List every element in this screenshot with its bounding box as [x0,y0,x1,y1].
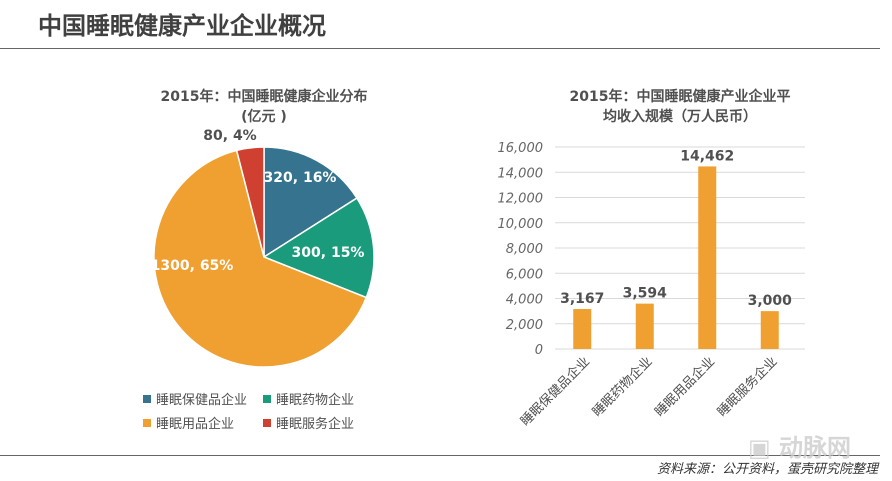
y-tick-label: 10,000 [498,217,544,232]
pie-data-label: 80, 4% [203,128,256,144]
bar-data-label: 14,462 [680,148,734,164]
pie-slice [263,146,358,259]
pie-data-label: 1300, 65% [151,258,234,274]
watermark-logo: ▣ 动脉网 [748,434,852,462]
pie-data-label: 300, 15% [292,245,365,261]
pie-slice [235,146,265,258]
legend-swatch [143,419,151,427]
bar-data-label: 3,000 [748,293,793,309]
legend-swatch [263,395,271,403]
x-tick-label: 睡眠用品企业 [652,354,718,420]
y-tick-label: 12,000 [498,192,544,207]
y-tick-label: 14,000 [498,166,544,181]
title-divider [0,48,880,49]
bar-title: 2015年：中国睡眠健康产业企业平 [570,88,791,105]
y-tick-label: 16,000 [498,141,544,156]
bar-data-label: 3,167 [560,291,604,307]
x-tick-label: 睡眠服务企业 [714,354,780,420]
bar [698,166,717,349]
legend-swatch [143,395,151,403]
y-tick-label: 6,000 [506,267,543,282]
bar [573,309,592,349]
bar [635,303,654,349]
pie-subtitle: (亿元 ) [241,108,287,125]
legend-label: 睡眠药物企业 [276,392,354,408]
x-tick-label: 睡眠药物企业 [589,354,655,420]
page-title: 中国睡眠健康产业企业概况 [38,12,326,40]
footer-divider [0,455,880,456]
x-tick-label: 睡眠保健品企业 [517,354,593,430]
bar-data-label: 3,594 [623,286,668,302]
pie-slice [262,197,375,299]
source-note: 资料来源：公开资料，蛋壳研究院整理 [656,462,878,477]
y-tick-label: 0 [535,343,543,358]
y-tick-label: 4,000 [506,293,543,308]
y-tick-label: 2,000 [506,318,543,333]
legend-swatch [263,419,271,427]
pie-title: 2015年：中国睡眠健康企业分布 [161,88,368,105]
bar-subtitle: 均收入规模（万人民币） [603,108,757,125]
bar [760,311,779,349]
pie-data-label: 320, 16% [264,170,337,186]
pie-slice [153,149,368,368]
legend-label: 睡眠用品企业 [156,416,234,432]
legend-label: 睡眠服务企业 [276,416,354,432]
legend-label: 睡眠保健品企业 [156,392,247,408]
y-tick-label: 8,000 [506,242,543,257]
